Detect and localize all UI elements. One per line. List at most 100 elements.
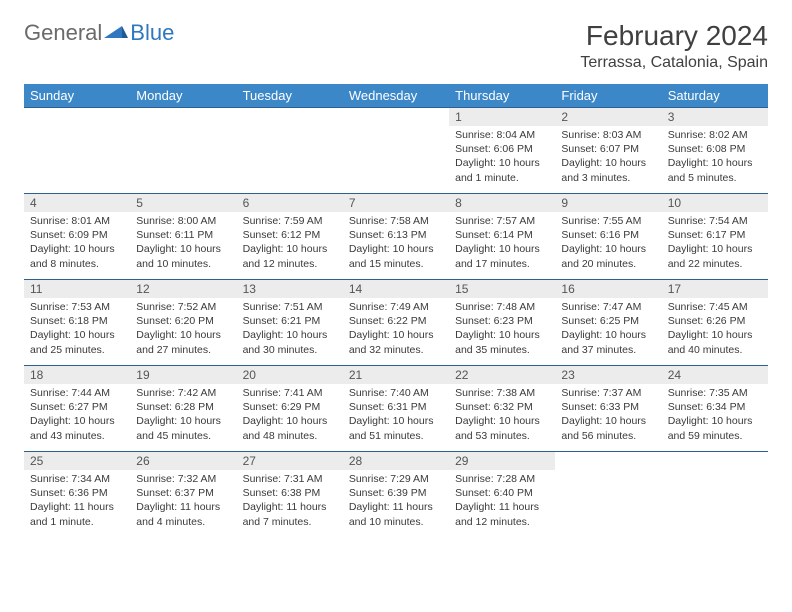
calendar-cell: 9Sunrise: 7:55 AMSunset: 6:16 PMDaylight… xyxy=(555,194,661,280)
daylight-text: Daylight: 10 hours and 17 minutes. xyxy=(455,242,549,270)
weekday-header-row: Sunday Monday Tuesday Wednesday Thursday… xyxy=(24,84,768,108)
daylight-text: Daylight: 11 hours and 1 minute. xyxy=(30,500,124,528)
day-body: Sunrise: 7:29 AMSunset: 6:39 PMDaylight:… xyxy=(343,470,449,533)
day-number: 17 xyxy=(662,280,768,298)
calendar-cell xyxy=(237,108,343,194)
daylight-text: Daylight: 10 hours and 45 minutes. xyxy=(136,414,230,442)
calendar-cell: 11Sunrise: 7:53 AMSunset: 6:18 PMDayligh… xyxy=(24,280,130,366)
day-number: 25 xyxy=(24,452,130,470)
sunset-text: Sunset: 6:34 PM xyxy=(668,400,762,414)
sunrise-text: Sunrise: 7:58 AM xyxy=(349,214,443,228)
daylight-text: Daylight: 10 hours and 43 minutes. xyxy=(30,414,124,442)
weekday-header: Thursday xyxy=(449,84,555,108)
calendar-cell: 1Sunrise: 8:04 AMSunset: 6:06 PMDaylight… xyxy=(449,108,555,194)
daylight-text: Daylight: 10 hours and 20 minutes. xyxy=(561,242,655,270)
sunset-text: Sunset: 6:25 PM xyxy=(561,314,655,328)
calendar-cell: 14Sunrise: 7:49 AMSunset: 6:22 PMDayligh… xyxy=(343,280,449,366)
sunset-text: Sunset: 6:28 PM xyxy=(136,400,230,414)
daylight-text: Daylight: 10 hours and 56 minutes. xyxy=(561,414,655,442)
day-body: Sunrise: 7:28 AMSunset: 6:40 PMDaylight:… xyxy=(449,470,555,533)
calendar-row: 1Sunrise: 8:04 AMSunset: 6:06 PMDaylight… xyxy=(24,108,768,194)
sunrise-text: Sunrise: 7:28 AM xyxy=(455,472,549,486)
sunset-text: Sunset: 6:18 PM xyxy=(30,314,124,328)
calendar-cell xyxy=(662,452,768,538)
daylight-text: Daylight: 11 hours and 4 minutes. xyxy=(136,500,230,528)
calendar-cell: 4Sunrise: 8:01 AMSunset: 6:09 PMDaylight… xyxy=(24,194,130,280)
calendar-cell: 15Sunrise: 7:48 AMSunset: 6:23 PMDayligh… xyxy=(449,280,555,366)
day-number: 7 xyxy=(343,194,449,212)
day-body: Sunrise: 7:55 AMSunset: 6:16 PMDaylight:… xyxy=(555,212,661,275)
weekday-header: Monday xyxy=(130,84,236,108)
daylight-text: Daylight: 10 hours and 1 minute. xyxy=(455,156,549,184)
day-number xyxy=(130,108,236,112)
sunrise-text: Sunrise: 7:51 AM xyxy=(243,300,337,314)
sunrise-text: Sunrise: 7:49 AM xyxy=(349,300,443,314)
day-number: 19 xyxy=(130,366,236,384)
calendar-cell: 23Sunrise: 7:37 AMSunset: 6:33 PMDayligh… xyxy=(555,366,661,452)
sunset-text: Sunset: 6:16 PM xyxy=(561,228,655,242)
day-body: Sunrise: 7:45 AMSunset: 6:26 PMDaylight:… xyxy=(662,298,768,361)
day-body: Sunrise: 7:51 AMSunset: 6:21 PMDaylight:… xyxy=(237,298,343,361)
day-number xyxy=(662,452,768,456)
daylight-text: Daylight: 10 hours and 22 minutes. xyxy=(668,242,762,270)
daylight-text: Daylight: 10 hours and 8 minutes. xyxy=(30,242,124,270)
sunset-text: Sunset: 6:36 PM xyxy=(30,486,124,500)
sunrise-text: Sunrise: 8:02 AM xyxy=(668,128,762,142)
sunrise-text: Sunrise: 7:44 AM xyxy=(30,386,124,400)
sunset-text: Sunset: 6:29 PM xyxy=(243,400,337,414)
sunrise-text: Sunrise: 7:31 AM xyxy=(243,472,337,486)
day-number: 9 xyxy=(555,194,661,212)
day-body: Sunrise: 7:31 AMSunset: 6:38 PMDaylight:… xyxy=(237,470,343,533)
sunset-text: Sunset: 6:23 PM xyxy=(455,314,549,328)
weekday-header: Saturday xyxy=(662,84,768,108)
daylight-text: Daylight: 10 hours and 32 minutes. xyxy=(349,328,443,356)
day-number: 2 xyxy=(555,108,661,126)
day-number: 12 xyxy=(130,280,236,298)
calendar-cell: 21Sunrise: 7:40 AMSunset: 6:31 PMDayligh… xyxy=(343,366,449,452)
day-body: Sunrise: 7:44 AMSunset: 6:27 PMDaylight:… xyxy=(24,384,130,447)
sunset-text: Sunset: 6:27 PM xyxy=(30,400,124,414)
daylight-text: Daylight: 10 hours and 48 minutes. xyxy=(243,414,337,442)
sunrise-text: Sunrise: 8:01 AM xyxy=(30,214,124,228)
day-number: 6 xyxy=(237,194,343,212)
sunrise-text: Sunrise: 7:57 AM xyxy=(455,214,549,228)
daylight-text: Daylight: 11 hours and 7 minutes. xyxy=(243,500,337,528)
daylight-text: Daylight: 11 hours and 12 minutes. xyxy=(455,500,549,528)
title-block: February 2024 Terrassa, Catalonia, Spain xyxy=(580,20,768,72)
day-number xyxy=(555,452,661,456)
weekday-header: Friday xyxy=(555,84,661,108)
day-body: Sunrise: 7:34 AMSunset: 6:36 PMDaylight:… xyxy=(24,470,130,533)
day-number: 20 xyxy=(237,366,343,384)
sunset-text: Sunset: 6:20 PM xyxy=(136,314,230,328)
sunset-text: Sunset: 6:07 PM xyxy=(561,142,655,156)
sunrise-text: Sunrise: 7:40 AM xyxy=(349,386,443,400)
day-number: 14 xyxy=(343,280,449,298)
day-body: Sunrise: 7:48 AMSunset: 6:23 PMDaylight:… xyxy=(449,298,555,361)
calendar-cell: 6Sunrise: 7:59 AMSunset: 6:12 PMDaylight… xyxy=(237,194,343,280)
day-number: 21 xyxy=(343,366,449,384)
daylight-text: Daylight: 10 hours and 37 minutes. xyxy=(561,328,655,356)
calendar-cell: 12Sunrise: 7:52 AMSunset: 6:20 PMDayligh… xyxy=(130,280,236,366)
day-body: Sunrise: 7:38 AMSunset: 6:32 PMDaylight:… xyxy=(449,384,555,447)
sunrise-text: Sunrise: 7:35 AM xyxy=(668,386,762,400)
day-number: 1 xyxy=(449,108,555,126)
sunset-text: Sunset: 6:21 PM xyxy=(243,314,337,328)
daylight-text: Daylight: 10 hours and 15 minutes. xyxy=(349,242,443,270)
day-body: Sunrise: 7:41 AMSunset: 6:29 PMDaylight:… xyxy=(237,384,343,447)
sunrise-text: Sunrise: 7:42 AM xyxy=(136,386,230,400)
sunset-text: Sunset: 6:39 PM xyxy=(349,486,443,500)
sunset-text: Sunset: 6:11 PM xyxy=(136,228,230,242)
calendar-table: Sunday Monday Tuesday Wednesday Thursday… xyxy=(24,84,768,538)
day-body: Sunrise: 7:58 AMSunset: 6:13 PMDaylight:… xyxy=(343,212,449,275)
sunrise-text: Sunrise: 7:29 AM xyxy=(349,472,443,486)
sunrise-text: Sunrise: 8:00 AM xyxy=(136,214,230,228)
sunrise-text: Sunrise: 7:47 AM xyxy=(561,300,655,314)
daylight-text: Daylight: 10 hours and 35 minutes. xyxy=(455,328,549,356)
sunset-text: Sunset: 6:09 PM xyxy=(30,228,124,242)
header: General Blue February 2024 Terrassa, Cat… xyxy=(24,20,768,72)
calendar-cell: 16Sunrise: 7:47 AMSunset: 6:25 PMDayligh… xyxy=(555,280,661,366)
calendar-cell: 5Sunrise: 8:00 AMSunset: 6:11 PMDaylight… xyxy=(130,194,236,280)
daylight-text: Daylight: 10 hours and 53 minutes. xyxy=(455,414,549,442)
daylight-text: Daylight: 10 hours and 12 minutes. xyxy=(243,242,337,270)
calendar-cell: 20Sunrise: 7:41 AMSunset: 6:29 PMDayligh… xyxy=(237,366,343,452)
